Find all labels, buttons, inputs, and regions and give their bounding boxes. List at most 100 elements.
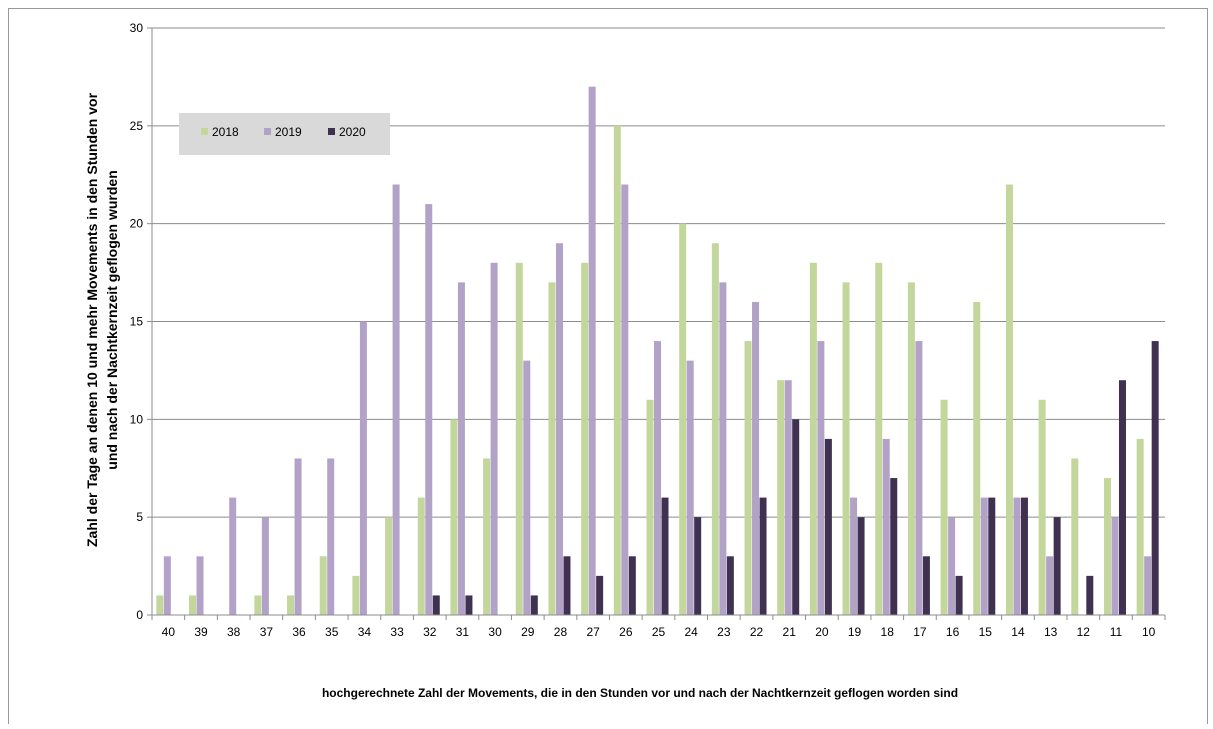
- y-tick-label: 0: [136, 608, 143, 622]
- bar-2018-31: [450, 419, 458, 615]
- x-tick-label: 29: [521, 625, 535, 639]
- legend-swatch-2019: [264, 128, 271, 135]
- bar-2018-29: [515, 262, 523, 615]
- bar-2020-18: [890, 478, 898, 615]
- x-tick-label: 28: [554, 625, 568, 639]
- legend-label-2019: 2019: [275, 125, 302, 139]
- bar-2018-37: [254, 595, 262, 615]
- bar-2020-24: [694, 517, 702, 615]
- bar-2018-28: [548, 282, 556, 615]
- bar-2019-27: [588, 86, 596, 615]
- bar-2020-13: [1053, 517, 1061, 615]
- bar-2020-25: [661, 497, 669, 615]
- x-tick-label: 14: [1011, 625, 1025, 639]
- x-tick-label: 24: [684, 625, 698, 639]
- bar-2020-23: [726, 556, 734, 615]
- bar-2019-23: [719, 282, 727, 615]
- bar-2019-33: [392, 184, 400, 616]
- bar-2020-26: [628, 556, 636, 615]
- x-tick-label: 33: [390, 625, 404, 639]
- bar-2020-32: [432, 595, 440, 615]
- bar-2018-33: [385, 517, 393, 615]
- bar-2018-18: [875, 262, 883, 615]
- bar-2019-24: [686, 360, 694, 615]
- x-tick-label: 21: [783, 625, 797, 639]
- y-tick-label: 10: [130, 412, 144, 426]
- bar-2018-34: [352, 575, 360, 615]
- bar-2019-31: [457, 282, 465, 615]
- x-tick-label: 30: [488, 625, 502, 639]
- bar-2020-29: [530, 595, 538, 615]
- bar-2020-14: [1020, 497, 1028, 615]
- bar-2018-14: [1005, 184, 1013, 616]
- x-tick-label: 25: [652, 625, 666, 639]
- bar-2018-24: [679, 223, 687, 615]
- legend: 2018 2019 2020: [179, 113, 390, 155]
- bar-2019-20: [817, 341, 825, 615]
- x-tick-label: 13: [1044, 625, 1058, 639]
- x-tick-label: 10: [1142, 625, 1156, 639]
- legend-swatch-2020: [328, 128, 335, 135]
- x-tick-label: 27: [586, 625, 600, 639]
- bar-2018-13: [1038, 399, 1046, 615]
- bar-2018-39: [189, 595, 197, 615]
- bar-2019-29: [523, 360, 531, 615]
- legend-box: [179, 113, 390, 155]
- bar-2020-19: [857, 517, 865, 615]
- x-tick-label: 16: [946, 625, 960, 639]
- bar-2019-36: [294, 458, 302, 615]
- bar-2019-17: [915, 341, 923, 615]
- y-tick-label: 20: [130, 217, 144, 231]
- bar-2020-17: [922, 556, 930, 615]
- x-tick-label: 35: [325, 625, 339, 639]
- bar-2020-27: [596, 575, 604, 615]
- bar-2018-23: [711, 243, 719, 615]
- bar-2019-28: [555, 243, 563, 615]
- bar-2020-12: [1086, 575, 1094, 615]
- x-tick-label: 15: [979, 625, 993, 639]
- bar-2019-10: [1144, 556, 1152, 615]
- y-tick-label: 5: [136, 510, 143, 524]
- x-axis-title: hochgerechnete Zahl der Movements, die i…: [322, 686, 958, 700]
- bar-2019-15: [980, 497, 988, 615]
- bar-2020-22: [759, 497, 767, 615]
- bars: [156, 86, 1159, 616]
- bar-2018-19: [842, 282, 850, 615]
- bar-2019-22: [752, 301, 760, 615]
- bar-2020-21: [792, 419, 800, 615]
- x-tick-label: 32: [423, 625, 437, 639]
- x-tick-label: 20: [815, 625, 829, 639]
- bar-2019-40: [163, 556, 171, 615]
- bar-2019-35: [327, 458, 335, 615]
- bar-2020-11: [1118, 380, 1126, 615]
- bar-2018-20: [809, 262, 817, 615]
- y-axis-title-line1: Zahl der Tage an denen 10 und mehr Movem…: [84, 92, 100, 547]
- bar-2018-15: [973, 301, 981, 615]
- bar-2018-26: [613, 125, 621, 615]
- bar-2018-27: [581, 262, 589, 615]
- bar-2019-13: [1046, 556, 1054, 615]
- x-tick-label: 23: [717, 625, 731, 639]
- y-tick-label: 15: [130, 315, 144, 329]
- y-tick-label: 30: [130, 21, 144, 35]
- bar-2018-30: [483, 458, 491, 615]
- bar-2019-14: [1013, 497, 1021, 615]
- x-tick-label: 19: [848, 625, 862, 639]
- bar-2018-35: [319, 556, 327, 615]
- x-tick-label: 40: [162, 625, 176, 639]
- bar-2019-11: [1111, 517, 1119, 615]
- bar-2019-34: [359, 321, 367, 615]
- x-tick-label: 26: [619, 625, 633, 639]
- bar-2019-21: [784, 380, 792, 615]
- bar-2018-12: [1071, 458, 1079, 615]
- x-tick-label: 11: [1110, 625, 1123, 639]
- x-tick-label: 37: [260, 625, 274, 639]
- bar-2019-16: [948, 517, 956, 615]
- bar-2018-36: [287, 595, 295, 615]
- bar-2019-26: [621, 184, 629, 616]
- bar-2018-10: [1136, 438, 1144, 615]
- bar-2019-25: [654, 341, 661, 615]
- x-tick-label: 22: [750, 625, 764, 639]
- legend-swatch-2018: [201, 128, 208, 135]
